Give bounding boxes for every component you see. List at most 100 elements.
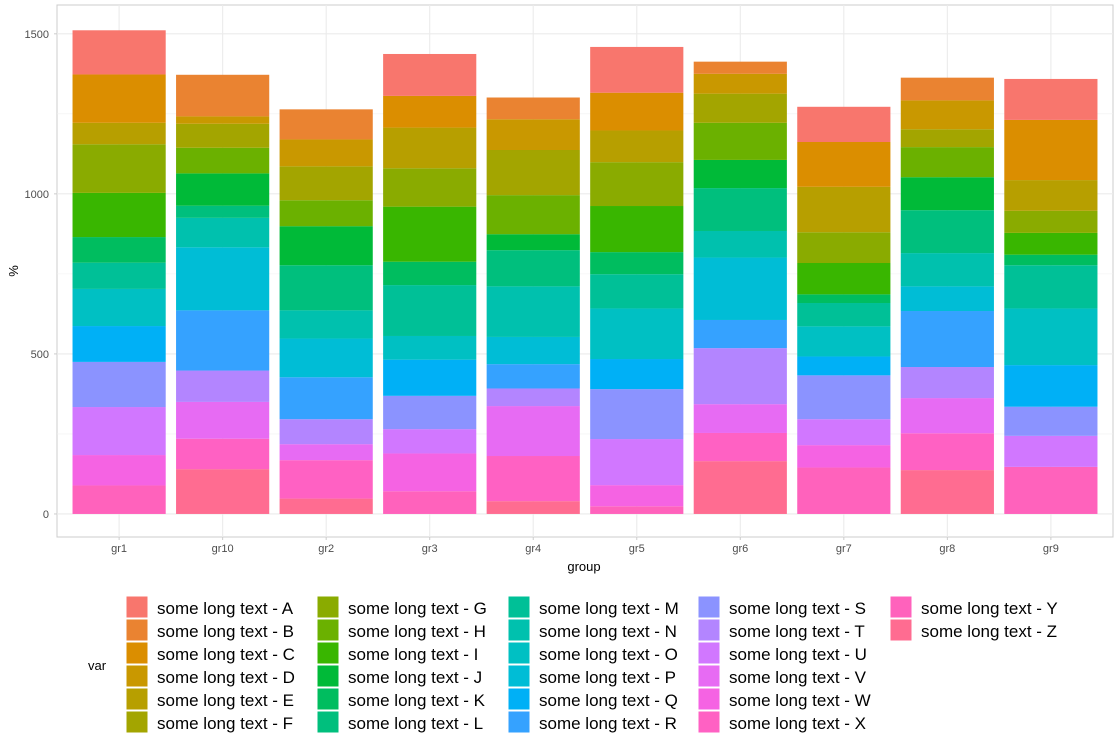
bar-segment-gr6-f (693, 93, 787, 123)
bar-segment-gr1-u (72, 407, 166, 456)
bar-segment-gr2-h (279, 200, 373, 227)
legend-label: some long text - H (348, 622, 486, 641)
legend-label: some long text - W (729, 691, 871, 710)
bar-segment-gr9-q (1004, 365, 1098, 407)
legend-swatch (507, 618, 531, 642)
legend-item: some long text - N (507, 618, 677, 642)
bar-segment-gr10-f (176, 123, 270, 148)
legend-label: some long text - C (157, 645, 295, 664)
bar-segment-gr10-v (176, 401, 270, 439)
bar-segment-gr8-j (900, 177, 994, 211)
legend-label: some long text - B (157, 622, 294, 641)
legend-label: some long text - D (157, 668, 295, 687)
bar-segment-gr3-o (383, 335, 477, 360)
bar-segment-gr3-w (383, 453, 477, 492)
legend-item: some long text - L (316, 710, 483, 734)
legend-swatch (125, 618, 149, 642)
y-tick-label: 0 (43, 509, 49, 521)
bar-segment-gr5-a (590, 46, 684, 93)
bar-segment-gr9-a (1004, 78, 1098, 120)
bar-segment-gr3-a (383, 53, 477, 96)
bar-segment-gr10-z (176, 469, 270, 514)
bar-segment-gr1-e (72, 122, 166, 145)
bar-segment-gr5-k (590, 252, 684, 275)
bar-segment-gr10-x (176, 438, 270, 470)
bar-segment-gr2-r (279, 377, 373, 420)
bar-segment-gr9-i (1004, 232, 1098, 255)
legend-item: some long text - S (697, 595, 866, 619)
legend-item: some long text - B (125, 618, 294, 642)
legend-item: some long text - F (125, 710, 293, 734)
bar-segment-gr7-m (797, 303, 891, 327)
bar-segment-gr4-v (486, 406, 580, 457)
legend-swatch (697, 618, 721, 642)
legend-label: some long text - L (348, 714, 483, 733)
legend-swatch (316, 641, 340, 665)
legend-swatch (125, 664, 149, 688)
bar-segment-gr5-i (590, 206, 684, 253)
legend-swatch (697, 595, 721, 619)
legend-item: some long text - Z (889, 618, 1057, 642)
bar-segment-gr7-a (797, 106, 891, 143)
bar-segment-gr10-j (176, 173, 270, 206)
legend-swatch (316, 687, 340, 711)
bar-segment-gr8-d (900, 100, 994, 130)
axes: 0 500 1000 1500 gr1 gr10 gr2 gr3 gr4 gr5 gr6 gr7 gr8… (25, 29, 1059, 555)
bar-segment-gr7-g (797, 232, 891, 263)
bar-segment-gr4-r (486, 364, 580, 389)
legend-swatch (125, 710, 149, 734)
x-tick-label: gr8 (939, 543, 955, 555)
legend-label: some long text - J (348, 668, 482, 687)
bar-segment-gr4-b (486, 97, 580, 120)
legend-label: some long text - Z (921, 622, 1057, 641)
bar-segment-gr5-m (590, 274, 684, 309)
legend-swatch (316, 664, 340, 688)
legend-swatch (316, 618, 340, 642)
x-axis-label: group (567, 559, 600, 574)
legend-label: some long text - R (539, 714, 677, 733)
legend-swatch (697, 710, 721, 734)
bar-segment-gr1-i (72, 192, 166, 238)
legend-label: some long text - X (729, 714, 866, 733)
bar-segment-gr9-e (1004, 180, 1098, 211)
bar-segment-gr3-c (383, 95, 477, 128)
legend-swatch (316, 595, 340, 619)
bar-segment-gr5-e (590, 130, 684, 163)
legend-label: some long text - P (539, 668, 676, 687)
legend-swatch (316, 710, 340, 734)
bar-segment-gr1-k (72, 237, 166, 263)
legend-item: some long text - P (507, 664, 676, 688)
bar-segment-gr1-o (72, 288, 166, 327)
bar-segment-gr7-y (797, 467, 891, 514)
legend-swatch (697, 664, 721, 688)
legend-swatch (889, 618, 913, 642)
bar-segment-gr5-w (590, 485, 684, 507)
bar-segment-gr10-h (176, 147, 270, 174)
bar-segment-gr1-w (72, 455, 166, 486)
bar-segment-gr8-p (900, 286, 994, 312)
bar-segment-gr2-z (279, 498, 373, 514)
bar-segment-gr5-q (590, 359, 684, 390)
legend-label: some long text - K (348, 691, 486, 710)
legend-item: some long text - A (125, 595, 294, 619)
bar-segment-gr8-x (900, 433, 994, 471)
legend-label: some long text - F (157, 714, 293, 733)
x-tick-label: gr7 (836, 543, 852, 555)
bar-segment-gr7-q (797, 356, 891, 376)
bar-segment-gr2-f (279, 166, 373, 201)
bar-segment-gr8-l (900, 210, 994, 254)
legend-label: some long text - I (348, 645, 478, 664)
bar-segment-gr7-w (797, 445, 891, 468)
bar-segment-gr6-p (693, 257, 787, 320)
bar-segment-gr8-f (900, 129, 994, 148)
bar-segment-gr4-x (486, 456, 580, 502)
legend-label: some long text - V (729, 668, 867, 687)
bar-segment-gr2-t (279, 419, 373, 445)
bar-segment-gr6-t (693, 348, 787, 405)
legend-title: var (88, 658, 107, 673)
bar-segment-gr6-r (693, 319, 787, 349)
legend: some long text - A some long text - B some… (125, 595, 1058, 734)
bar-segment-gr3-i (383, 206, 477, 262)
legend-item: some long text - M (507, 595, 679, 619)
legend-item: some long text - D (125, 664, 295, 688)
